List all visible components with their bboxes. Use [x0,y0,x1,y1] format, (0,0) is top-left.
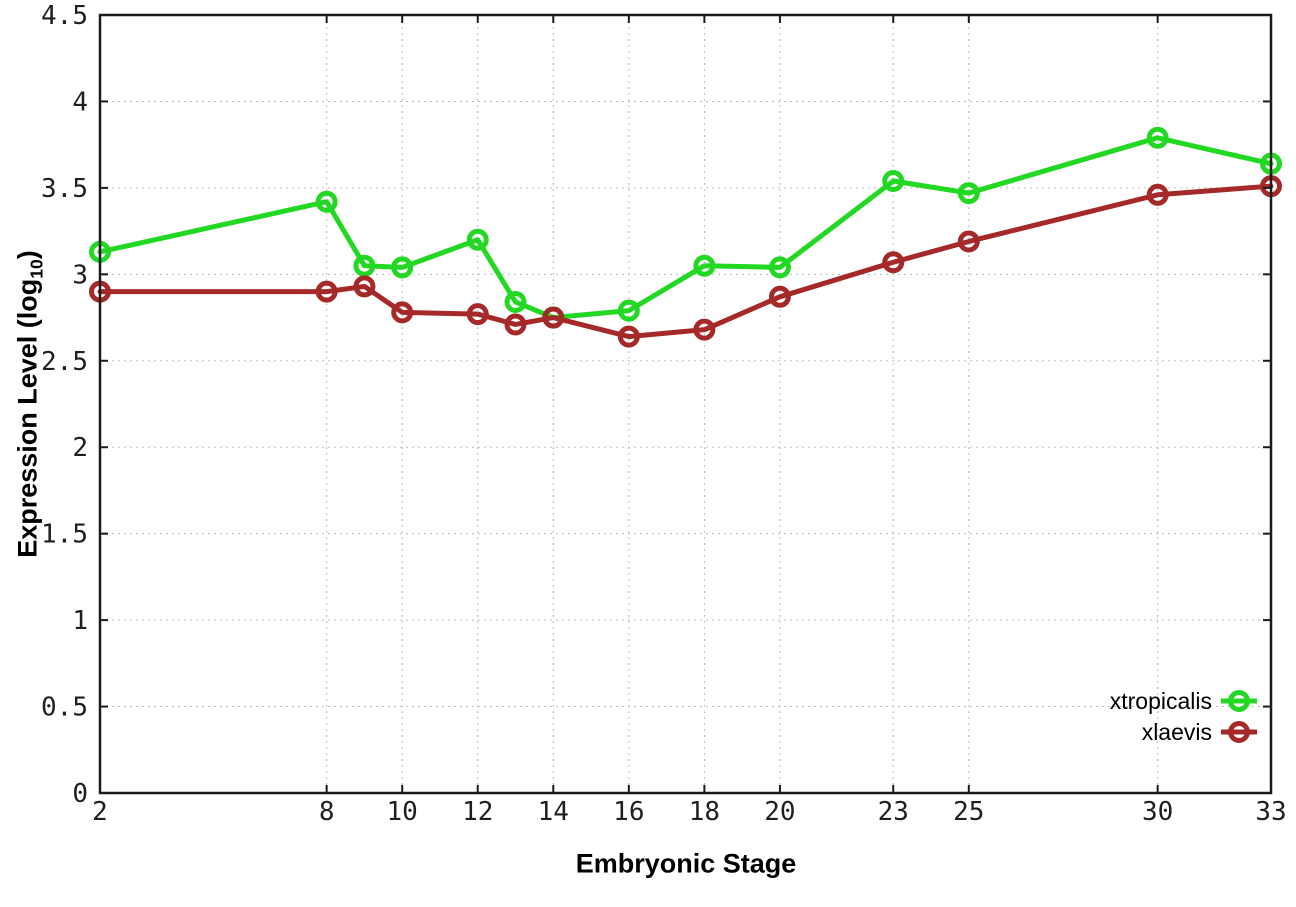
legend-marker-xlaevis [1228,721,1250,743]
marker-xlaevis-10 [391,301,414,324]
x-tick-label-25: 25 [953,797,984,827]
x-tick-label-33: 33 [1255,797,1286,827]
marker-xtropicalis-20 [768,256,791,279]
x-tick-label-14: 14 [538,797,569,827]
marker-xtropicalis-12 [466,228,489,251]
y-axis-title-text: Expression Level (log [12,278,43,558]
legend-label-xtropicalis: xtropicalis [1110,688,1212,714]
x-tick-label-23: 23 [878,797,909,827]
marker-xlaevis-13 [504,313,527,336]
marker-xlaevis-23 [882,251,905,274]
x-tick-label-8: 8 [319,797,335,827]
x-tick-label-20: 20 [764,797,795,827]
y-axis-title-suffix: ) [12,250,43,260]
legend-marker-xtropicalis [1228,690,1250,712]
marker-xtropicalis-30 [1146,126,1169,149]
y-tick-label-0: 0 [72,779,88,809]
y-tick-label-2: 2 [72,433,88,463]
marker-xtropicalis-25 [957,182,980,205]
x-tick-label-10: 10 [387,797,418,827]
y-tick-label-2.5: 2.5 [41,347,88,377]
marker-xlaevis-9 [353,275,376,298]
marker-xtropicalis-8 [315,190,338,213]
marker-xlaevis-25 [957,230,980,253]
x-tick-label-16: 16 [613,797,644,827]
marker-xtropicalis-16 [617,299,640,322]
marker-xlaevis-18 [693,318,716,341]
x-tick-label-12: 12 [462,797,493,827]
y-axis-title-subscript: 10 [26,259,47,279]
x-tick-label-30: 30 [1142,797,1173,827]
marker-xtropicalis-9 [353,254,376,277]
x-axis-title: Embryonic Stage [575,848,797,879]
marker-xtropicalis-13 [504,290,527,313]
y-tick-label-4.5: 4.5 [41,1,88,31]
marker-xlaevis-30 [1146,183,1169,206]
series-line-xlaevis [97,183,1274,340]
y-tick-label-3.5: 3.5 [41,174,88,204]
marker-xlaevis-12 [466,303,489,326]
y-tick-label-1: 1 [72,606,88,636]
marker-xlaevis-8 [315,280,338,303]
plot-border [98,13,1273,795]
y-tick-label-0.5: 0.5 [41,693,88,723]
marker-xtropicalis-10 [391,256,414,279]
x-tick-label-18: 18 [689,797,720,827]
legend-label-xlaevis: xlaevis [1142,719,1212,745]
marker-xlaevis-14 [542,306,565,329]
x-tick-label-2: 2 [92,797,108,827]
marker-xtropicalis-18 [693,254,716,277]
y-tick-label-1.5: 1.5 [41,520,88,550]
y-tick-label-3: 3 [72,260,88,290]
y-axis-title: Expression Level (log10) [12,250,47,558]
marker-xtropicalis-23 [882,169,905,192]
y-tick-label-4: 4 [72,87,88,117]
marker-xlaevis-20 [768,285,791,308]
marker-xlaevis-16 [617,325,640,348]
